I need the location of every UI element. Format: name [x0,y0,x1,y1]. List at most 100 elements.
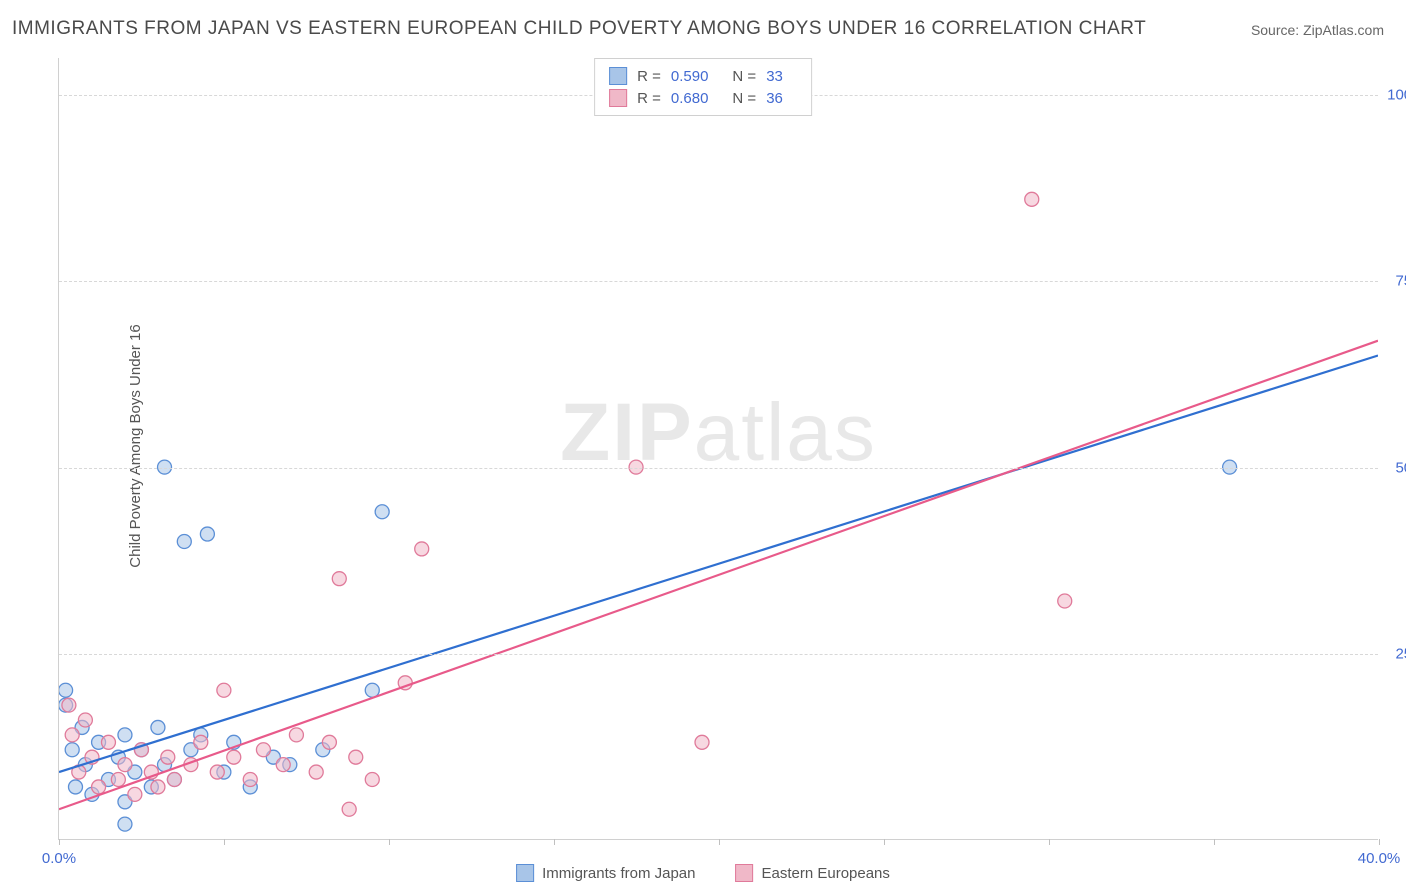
legend-swatch-1 [516,864,534,882]
data-point [243,773,257,787]
plot-area: ZIPatlas 25.0%50.0%75.0%100.0%0.0%40.0% [58,58,1378,840]
data-point [68,780,82,794]
data-point [118,758,132,772]
data-point [128,765,142,779]
data-point [217,765,231,779]
data-point [184,758,198,772]
data-point [398,676,412,690]
data-point [200,527,214,541]
x-tick-mark [1214,839,1215,845]
data-point [65,743,79,757]
x-tick-mark [1049,839,1050,845]
watermark: ZIPatlas [560,386,877,480]
x-tick-label: 0.0% [42,850,76,867]
data-point [1058,594,1072,608]
data-point [316,743,330,757]
data-point [349,750,363,764]
data-point [243,780,257,794]
gridline-h [59,281,1378,282]
legend-item-1: Immigrants from Japan [516,864,695,882]
n-value-1: 33 [766,68,783,85]
data-point [101,735,115,749]
data-point [75,720,89,734]
data-point [59,698,73,712]
series-legend: Immigrants from Japan Eastern Europeans [516,864,890,882]
data-point [65,728,79,742]
data-point [118,817,132,831]
data-point [266,750,280,764]
x-tick-mark [389,839,390,845]
data-point [59,683,73,697]
data-point [118,795,132,809]
data-point [151,720,165,734]
data-point [128,787,142,801]
source-attribution: Source: ZipAtlas.com [1251,22,1384,38]
data-point [78,713,92,727]
data-point [158,758,172,772]
legend-label-1: Immigrants from Japan [542,865,695,882]
data-point [194,735,208,749]
y-tick-label: 25.0% [1395,645,1406,662]
data-point [227,735,241,749]
swatch-series-1 [609,67,627,85]
data-point [332,572,346,586]
data-point [167,773,181,787]
trend-line [59,341,1378,810]
data-point [365,773,379,787]
data-point [72,765,86,779]
data-point [78,758,92,772]
n-label-1: N = [732,68,756,85]
r-value-2: 0.680 [671,90,709,107]
data-point [167,773,181,787]
x-tick-mark [719,839,720,845]
data-point [415,542,429,556]
r-label-1: R = [637,68,661,85]
data-point [92,735,106,749]
correlation-row-1: R = 0.590 N = 33 [609,65,797,87]
n-value-2: 36 [766,90,783,107]
data-point [101,773,115,787]
data-point [365,683,379,697]
data-point [92,780,106,794]
watermark-bold: ZIP [560,387,694,478]
chart-title: IMMIGRANTS FROM JAPAN VS EASTERN EUROPEA… [12,18,1146,40]
x-tick-mark [59,839,60,845]
data-point [194,728,208,742]
data-point [111,773,125,787]
chart-svg [59,58,1378,839]
x-tick-mark [554,839,555,845]
x-tick-label: 40.0% [1358,850,1401,867]
data-point [309,765,323,779]
data-point [111,750,125,764]
x-tick-mark [1379,839,1380,845]
data-point [184,743,198,757]
data-point [144,780,158,794]
swatch-series-2 [609,89,627,107]
x-tick-mark [884,839,885,845]
data-point [161,750,175,764]
data-point [283,758,297,772]
data-point [342,802,356,816]
data-point [256,743,270,757]
data-point [134,743,148,757]
y-tick-label: 75.0% [1395,273,1406,290]
data-point [322,735,336,749]
legend-label-2: Eastern Europeans [761,865,889,882]
data-point [144,765,158,779]
x-tick-mark [224,839,225,845]
data-point [62,698,76,712]
data-point [85,750,99,764]
data-point [177,534,191,548]
data-point [217,683,231,697]
correlation-legend: R = 0.590 N = 33 R = 0.680 N = 36 [594,58,812,116]
legend-item-2: Eastern Europeans [735,864,889,882]
data-point [151,780,165,794]
data-point [695,735,709,749]
data-point [118,728,132,742]
data-point [375,505,389,519]
n-label-2: N = [732,90,756,107]
data-point [210,765,224,779]
r-value-1: 0.590 [671,68,709,85]
r-label-2: R = [637,90,661,107]
data-point [227,750,241,764]
